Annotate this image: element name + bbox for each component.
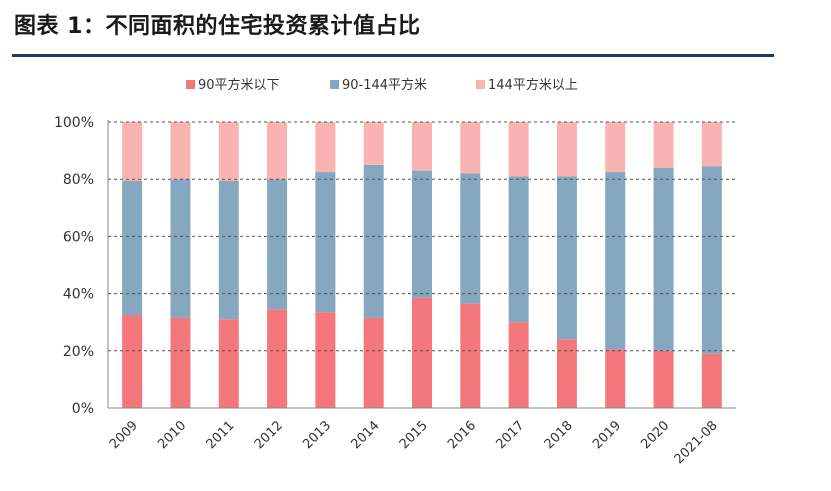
y-tick-label: 100%: [54, 115, 94, 131]
x-tick-label: 2016: [445, 418, 479, 452]
title-underline: [12, 54, 774, 57]
y-tick-label: 40%: [63, 287, 94, 303]
legend-swatch-2: [330, 80, 339, 89]
bar-2016-series-1: [460, 303, 481, 408]
legend-swatch-3: [476, 80, 485, 89]
bar-2012-series-1: [267, 309, 288, 408]
legend-label-2: 90-144平方米: [342, 77, 427, 93]
bar-2018-series-3: [556, 122, 577, 177]
x-tick-label: 2021-08: [672, 418, 721, 467]
bar-2009-series-1: [122, 315, 143, 408]
x-tick-label: 2011: [204, 418, 238, 452]
bar-2015-series-3: [412, 122, 432, 171]
y-tick-label: 20%: [63, 344, 94, 360]
x-tick-label: 2020: [638, 418, 672, 452]
bar-2015-series-1: [412, 297, 432, 408]
y-tick-label: 0%: [72, 401, 94, 417]
bar-2019-series-2: [605, 172, 626, 350]
bar-2017-series-1: [508, 322, 529, 408]
bar-2016-series-2: [460, 173, 481, 304]
bar-2019-series-3: [605, 122, 626, 173]
bar-2017-series-3: [508, 122, 529, 177]
bar-2010-series-1: [170, 317, 191, 408]
legend-label-3: 144平方米以上: [488, 77, 578, 93]
bar-2021-08-series-3: [701, 122, 722, 167]
x-tick-label: 2014: [349, 418, 383, 452]
x-tick-label: 2017: [493, 418, 527, 452]
x-tick-label: 2013: [300, 418, 334, 452]
legend-label-1: 90平方米以下: [198, 77, 280, 93]
bar-2010-series-3: [170, 122, 191, 180]
x-tick-label: 2010: [155, 418, 189, 452]
bar-2011-series-1: [218, 319, 239, 408]
bar-2013-series-2: [315, 172, 336, 313]
bar-2018-series-1: [556, 339, 577, 408]
bar-2011-series-3: [218, 122, 239, 181]
bar-2019-series-1: [605, 349, 626, 408]
x-tick-label: 2012: [252, 418, 286, 452]
bar-2021-08-series-1: [701, 353, 722, 408]
bar-2012-series-3: [267, 122, 288, 180]
bar-2010-series-2: [170, 179, 191, 318]
bar-2016-series-3: [460, 122, 481, 174]
bar-2014-series-1: [363, 317, 384, 408]
legend-swatch-1: [186, 80, 195, 89]
bar-2013-series-1: [315, 312, 336, 408]
bar-2018-series-2: [556, 176, 577, 340]
y-tick-label: 60%: [63, 229, 94, 245]
page-title: 图表 1：不同面积的住宅投资累计值占比: [14, 14, 421, 39]
bar-2020-series-1: [653, 350, 674, 408]
bar-2009-series-2: [122, 180, 143, 316]
bar-2014-series-3: [363, 122, 384, 165]
bar-2020-series-3: [653, 122, 674, 168]
bar-2014-series-2: [363, 164, 384, 318]
x-tick-label: 2018: [542, 418, 576, 452]
x-tick-label: 2009: [107, 418, 141, 452]
bar-2015-series-2: [412, 170, 432, 298]
y-tick-label: 80%: [63, 172, 94, 188]
bar-2020-series-2: [653, 167, 674, 351]
x-tick-label: 2015: [397, 418, 431, 452]
bar-2012-series-2: [267, 179, 288, 310]
bar-2009-series-3: [122, 122, 143, 181]
x-tick-label: 2019: [590, 418, 624, 452]
bar-2017-series-2: [508, 176, 529, 323]
bar-2013-series-3: [315, 122, 336, 173]
bar-2011-series-2: [218, 180, 239, 320]
bar-2021-08-series-2: [701, 166, 722, 354]
